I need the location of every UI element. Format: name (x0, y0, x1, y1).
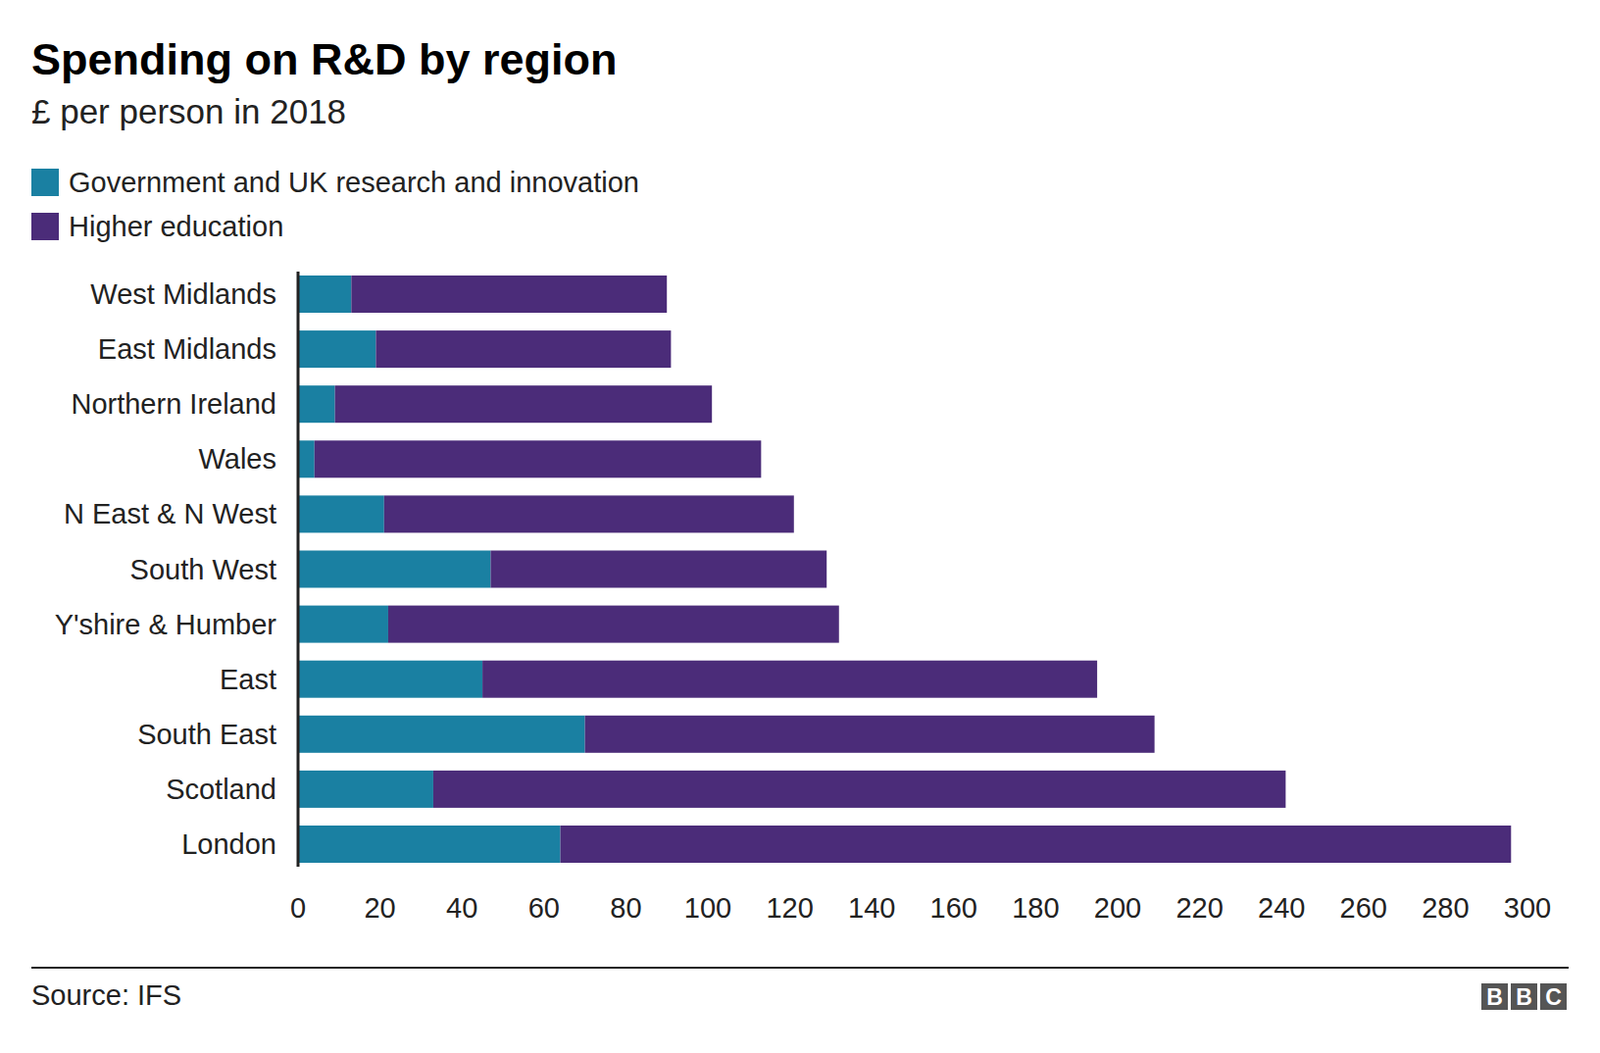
category-label: West Midlands (90, 278, 277, 310)
logo-box (1481, 983, 1508, 1010)
bar (314, 440, 762, 478)
bar (298, 550, 491, 589)
tick-label: 220 (1175, 892, 1223, 924)
tick-label: 300 (1503, 892, 1551, 924)
bar (298, 715, 586, 753)
bar (298, 770, 434, 808)
tick-label: 120 (765, 892, 813, 924)
bar (298, 495, 385, 533)
tick-label: 260 (1340, 892, 1388, 924)
tick-label: 200 (1094, 892, 1142, 924)
category-label: Wales (199, 443, 278, 475)
bar (490, 550, 827, 589)
bar (298, 825, 561, 863)
category-label: South West (130, 553, 277, 586)
category-label: East (219, 663, 277, 696)
axis-line (297, 271, 300, 867)
tick-label: 280 (1421, 892, 1469, 924)
bar (388, 605, 840, 644)
category-label: Scotland (165, 773, 277, 805)
category-label: South East (137, 718, 277, 750)
bar (560, 825, 1512, 863)
category-label: N East & N West (63, 498, 277, 530)
source: Source: IFS (31, 979, 182, 1011)
tick-label: 60 (528, 892, 560, 924)
category-label: Y'shire & Humber (54, 608, 278, 641)
logo-box (1510, 983, 1538, 1010)
tick-label: 180 (1011, 892, 1059, 924)
logo-letter: B (1515, 984, 1533, 1010)
tick-label: 20 (363, 892, 396, 924)
bar (298, 660, 483, 699)
tick-label: 160 (930, 892, 978, 924)
logo-letter: C (1545, 984, 1562, 1010)
legend-swatch (31, 212, 59, 241)
legend-label: Higher education (68, 210, 284, 243)
tick-label: 100 (684, 892, 732, 924)
tick-label: 140 (848, 892, 896, 924)
bar (335, 385, 713, 423)
title: Spending on R&D by region (31, 34, 617, 85)
bar (298, 275, 351, 313)
category-label: East Midlands (98, 333, 277, 365)
category-label: Northern Ireland (70, 388, 277, 420)
bar (298, 605, 389, 644)
chart: Spending on R&D by region £ per person in… (0, 0, 1600, 1053)
legend-swatch (31, 168, 59, 197)
bar (375, 330, 671, 368)
bar (298, 330, 376, 368)
logo-letter: B (1486, 984, 1503, 1010)
category-label: London (181, 828, 277, 860)
subtitle: £ per person in 2018 (31, 92, 347, 131)
logo-box (1540, 983, 1567, 1010)
footer-rule (31, 966, 1569, 969)
bar (585, 715, 1155, 753)
bar (298, 440, 315, 478)
logo: BBC (1481, 983, 1567, 1010)
tick-label: 40 (446, 892, 478, 924)
bars (298, 275, 1511, 863)
bar (298, 385, 336, 423)
bar (384, 495, 795, 533)
legend-label: Government and UK research and innovatio… (68, 166, 640, 199)
bar (350, 275, 667, 313)
bar (433, 770, 1286, 808)
bar (482, 660, 1098, 699)
tick-label: 80 (609, 892, 642, 924)
tick-label: 0 (290, 892, 306, 924)
tick-label: 240 (1257, 892, 1305, 924)
